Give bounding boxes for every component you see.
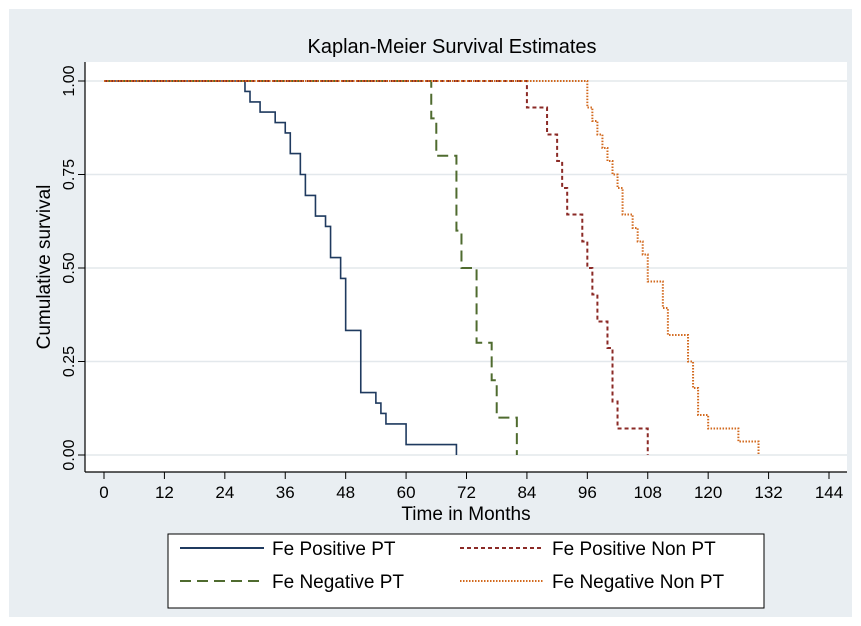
legend-label: Fe Negative Non PT — [552, 572, 725, 593]
legend-label: Fe Positive Non PT — [552, 539, 716, 560]
x-tick-label: 24 — [215, 483, 234, 502]
x-tick-label: 120 — [694, 483, 722, 502]
x-tick-label: 0 — [99, 483, 108, 502]
legend-label: Fe Positive PT — [272, 539, 396, 560]
y-tick-label: 0.00 — [61, 439, 78, 470]
legend-label: Fe Negative PT — [272, 572, 404, 593]
x-tick-label: 108 — [634, 483, 662, 502]
legend: Fe Positive PT Fe Positive Non PT Fe Negat… — [180, 539, 725, 593]
y-axis-ticks: 0.00 0.25 0.50 0.75 1.00 — [61, 65, 85, 471]
chart-title: Kaplan-Meier Survival Estimates — [308, 36, 597, 58]
x-axis-label: Time in Months — [401, 504, 530, 525]
series-layer — [104, 80, 760, 455]
y-tick-label: 0.25 — [61, 346, 78, 377]
x-tick-label: 132 — [754, 483, 782, 502]
y-tick-label: 0.50 — [61, 252, 78, 283]
series-line-fe-positive-pt — [104, 80, 458, 455]
x-tick-label: 144 — [815, 483, 843, 502]
x-tick-label: 60 — [397, 483, 416, 502]
x-tick-label: 72 — [457, 483, 476, 502]
y-tick-label: 0.75 — [61, 159, 78, 190]
x-tick-label: 84 — [517, 483, 536, 502]
x-tick-label: 36 — [276, 483, 295, 502]
x-tick-label: 12 — [155, 483, 174, 502]
y-tick-label: 1.00 — [61, 65, 78, 96]
x-axis-ticks: 0 12 24 36 48 60 72 84 96 108 120 132 144 — [99, 472, 843, 502]
legend-box — [167, 533, 765, 609]
y-axis-label: Cumulative survival — [34, 185, 55, 350]
x-tick-label: 96 — [578, 483, 597, 502]
series-line-fe-negative-pt — [104, 80, 518, 455]
series-line-fe-positive-non-pt — [104, 80, 649, 455]
x-tick-label: 48 — [336, 483, 355, 502]
series-line-fe-negative-non-pt — [104, 80, 760, 455]
